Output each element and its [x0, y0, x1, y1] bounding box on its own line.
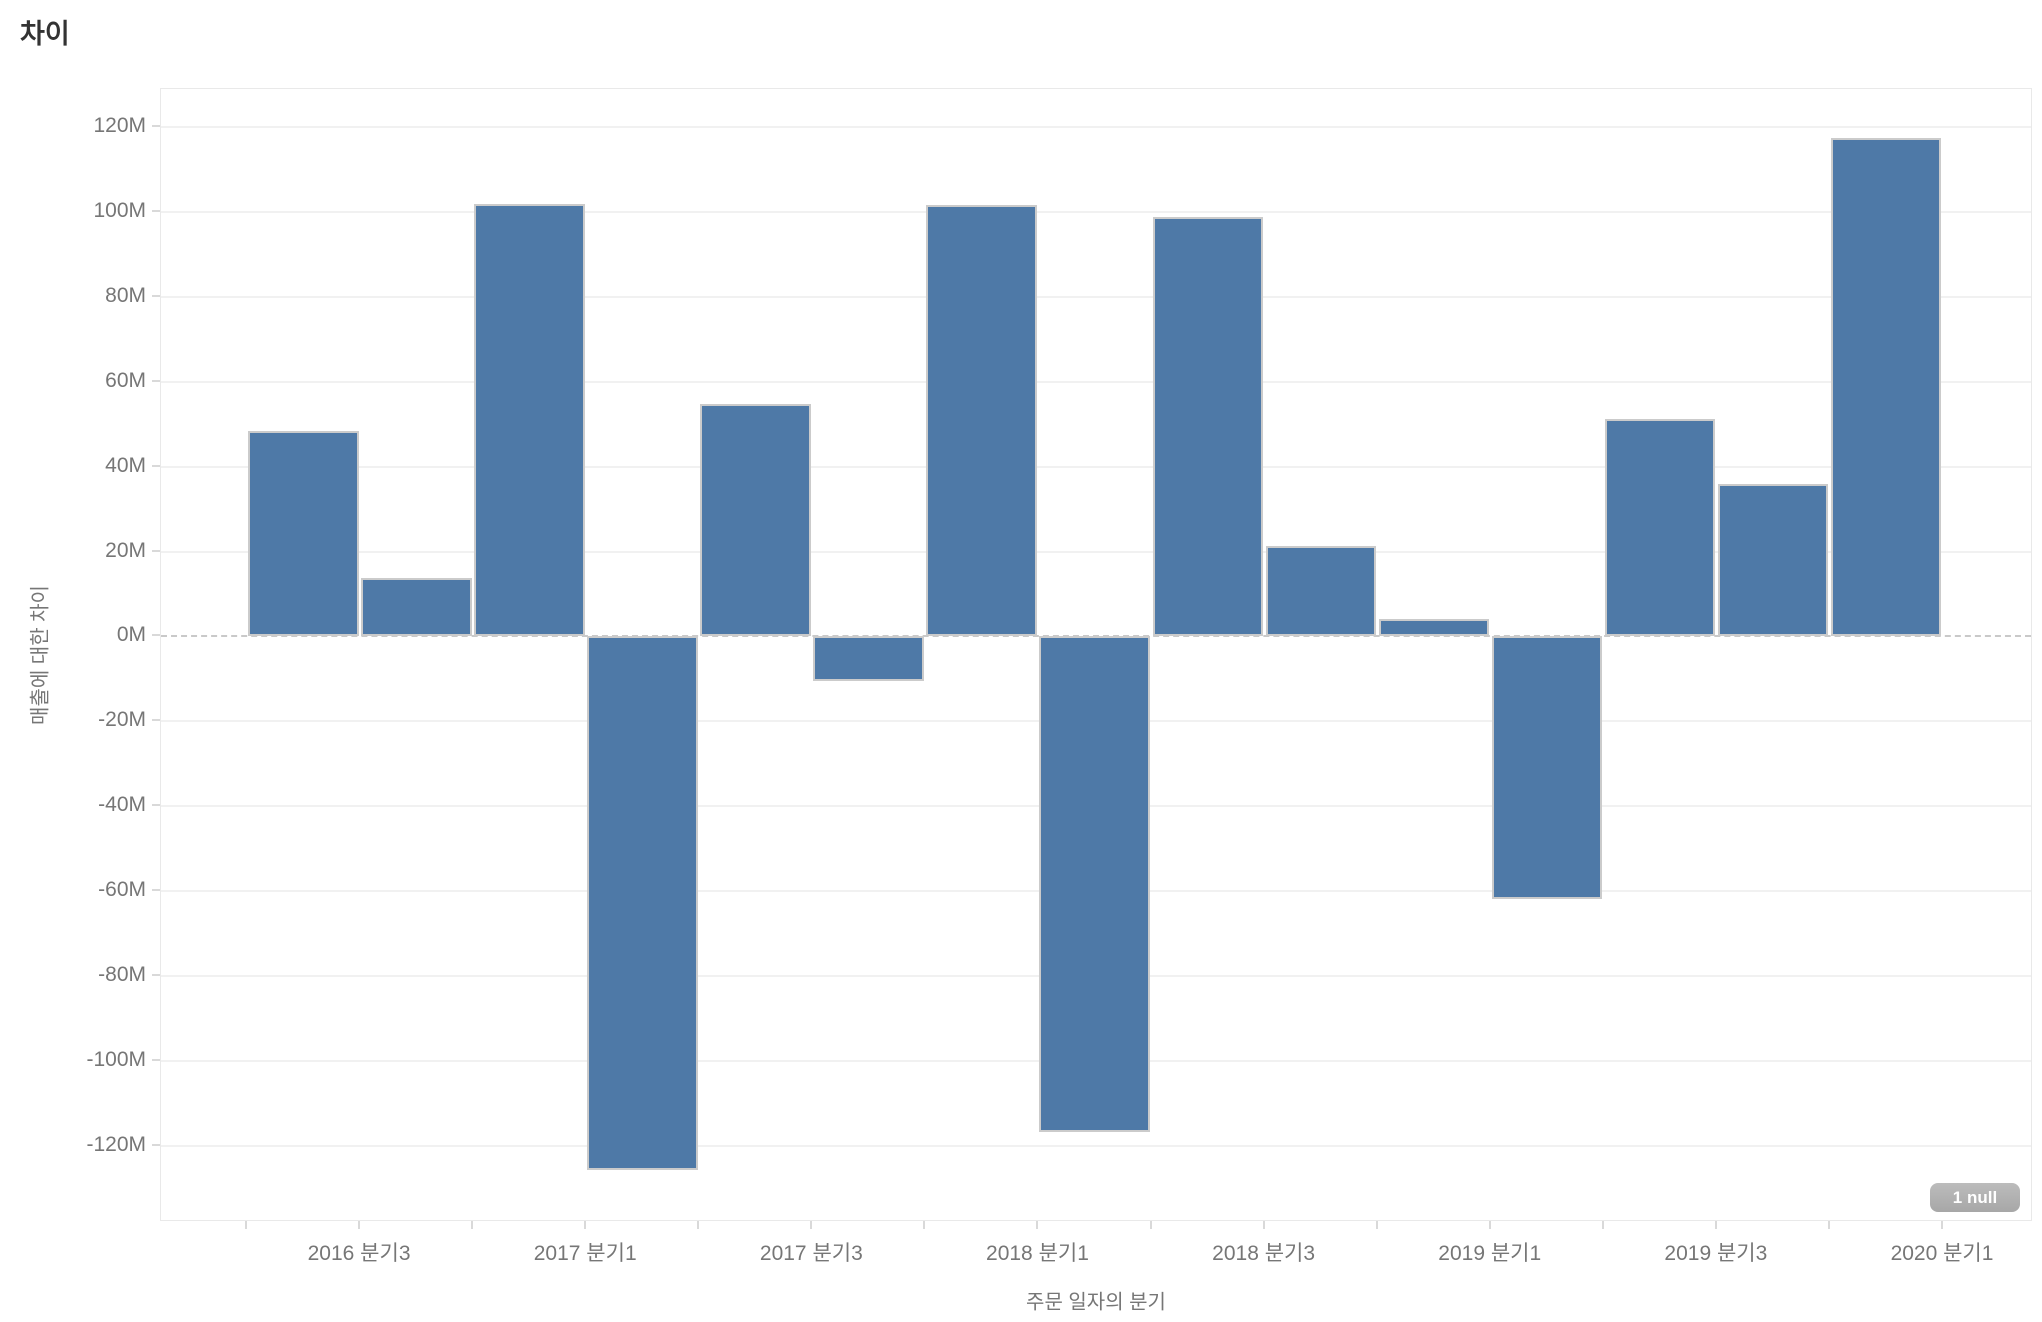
gridline	[161, 380, 2031, 383]
x-tick-mark	[1601, 1221, 1604, 1229]
x-tick-label: 2017 분기1	[533, 1242, 637, 1265]
y-tick-label: 20M	[105, 538, 146, 562]
bar[interactable]	[1265, 546, 1377, 637]
plot-area	[160, 88, 2032, 1221]
y-tick-mark	[152, 804, 160, 807]
x-tick-mark	[1375, 1221, 1378, 1229]
y-tick-mark	[152, 464, 160, 467]
y-tick-mark	[152, 210, 160, 213]
y-tick-mark	[152, 719, 160, 722]
y-tick-label: 0M	[116, 623, 146, 647]
x-tick-label: 2017 분기3	[759, 1242, 863, 1265]
x-tick-mark	[1036, 1221, 1039, 1229]
x-tick-mark	[1262, 1221, 1265, 1229]
y-tick-mark	[152, 973, 160, 976]
y-axis-title: 매출에 대한 차이	[29, 585, 52, 725]
x-tick-mark	[1827, 1221, 1830, 1229]
bar[interactable]	[1830, 137, 1942, 637]
bar[interactable]	[1717, 484, 1829, 637]
y-tick-label: -120M	[86, 1132, 146, 1156]
x-tick-label: 2019 분기3	[1664, 1242, 1768, 1265]
y-tick-mark	[152, 1058, 160, 1061]
bar[interactable]	[361, 578, 472, 637]
x-tick-mark	[471, 1221, 474, 1229]
y-tick-label: -60M	[98, 878, 146, 901]
gridline	[161, 1144, 2031, 1147]
gridline	[161, 295, 2031, 298]
y-tick-mark	[152, 889, 160, 891]
y-tick-mark	[152, 634, 160, 637]
bar[interactable]	[1152, 217, 1264, 637]
y-tick-mark	[152, 1143, 160, 1146]
x-tick-mark	[358, 1221, 361, 1229]
bar[interactable]	[474, 203, 585, 637]
gridline	[161, 126, 2031, 129]
x-axis-title: 주문 일자의 분기	[1026, 1291, 1166, 1314]
x-tick-mark	[1714, 1221, 1717, 1229]
y-tick-mark	[152, 294, 160, 297]
y-tick-label: 120M	[93, 114, 146, 138]
y-tick-label: 100M	[93, 199, 146, 223]
y-tick-mark	[152, 125, 160, 128]
x-tick-label: 2020 분기1	[1890, 1242, 1994, 1265]
y-tick-label: -40M	[98, 793, 146, 817]
y-tick-label: 80M	[105, 283, 146, 307]
gridline	[161, 550, 2031, 553]
bar[interactable]	[1604, 419, 1716, 637]
x-tick-mark	[923, 1221, 926, 1229]
x-tick-mark	[245, 1221, 247, 1229]
null-indicator-badge[interactable]: 1 null	[1930, 1183, 2020, 1212]
y-tick-label: 40M	[105, 453, 146, 477]
x-tick-label: 2018 분기1	[986, 1242, 1089, 1265]
gridline	[161, 211, 2031, 214]
y-tick-label: 60M	[105, 368, 146, 392]
x-tick-mark	[697, 1221, 700, 1229]
x-tick-mark	[1941, 1221, 1943, 1229]
x-tick-mark	[810, 1221, 813, 1229]
bar[interactable]	[1491, 636, 1603, 900]
bar[interactable]	[813, 636, 924, 681]
chart-title: 차이	[20, 19, 70, 49]
x-tick-label: 2018 분기3	[1212, 1242, 1316, 1265]
x-tick-mark	[584, 1221, 587, 1229]
x-tick-mark	[1149, 1221, 1152, 1229]
y-tick-mark	[152, 549, 160, 552]
bar[interactable]	[926, 205, 1037, 637]
y-tick-label: -80M	[98, 962, 146, 986]
bar[interactable]	[587, 636, 698, 1170]
x-tick-label: 2019 분기1	[1438, 1242, 1542, 1265]
bar[interactable]	[1039, 636, 1151, 1133]
bar[interactable]	[700, 403, 811, 637]
y-tick-mark	[152, 379, 160, 382]
x-tick-label: 2016 분기3	[307, 1242, 411, 1265]
x-tick-mark	[1488, 1221, 1491, 1229]
gridline	[161, 465, 2031, 468]
bar[interactable]	[248, 431, 359, 637]
y-tick-label: -20M	[98, 708, 146, 732]
bar[interactable]	[1378, 619, 1490, 637]
y-tick-label: -100M	[86, 1047, 146, 1071]
